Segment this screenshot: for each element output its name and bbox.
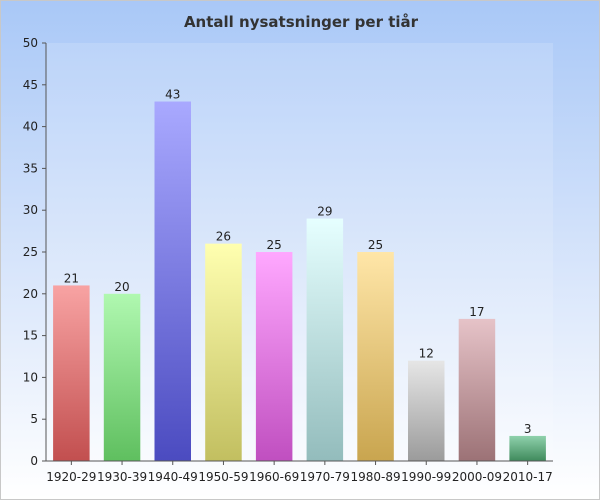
y-tick-label-50: 50 bbox=[23, 36, 38, 50]
bar-1990-99 bbox=[407, 360, 445, 461]
data-label-1920-29: 21 bbox=[64, 271, 79, 285]
y-axis: 0 5 10 15 20 25 30 35 40 45 50 bbox=[23, 36, 47, 468]
x-tick-label-1930-39: 1930-39 bbox=[97, 470, 147, 484]
bar-1920-29 bbox=[53, 285, 90, 461]
y-tick-label-30: 30 bbox=[23, 203, 38, 217]
x-tick-label-2010-17: 2010-17 bbox=[503, 470, 553, 484]
x-axis: 1920-29 1930-39 1940-49 1950-59 1960-69 1970-… bbox=[46, 460, 553, 484]
data-label-1930-39: 20 bbox=[114, 280, 129, 294]
bar-1960-69 bbox=[255, 252, 293, 461]
bar-2000-09 bbox=[458, 318, 496, 461]
data-label-2010-17: 3 bbox=[524, 422, 532, 436]
value-labels-group: 21 20 43 26 25 29 25 12 17 3 bbox=[64, 88, 532, 436]
y-tick-label-35: 35 bbox=[23, 161, 38, 175]
y-tick-label-0: 0 bbox=[30, 454, 38, 468]
bar-1930-39 bbox=[103, 293, 141, 461]
bar-1980-89 bbox=[357, 252, 394, 461]
data-label-1940-49: 43 bbox=[165, 88, 180, 102]
y-tick-label-20: 20 bbox=[23, 287, 38, 301]
y-tick-label-10: 10 bbox=[23, 370, 38, 384]
x-tick-label-1970-79: 1970-79 bbox=[300, 470, 350, 484]
data-label-1980-89: 25 bbox=[368, 238, 383, 252]
y-tick-label-15: 15 bbox=[23, 329, 38, 343]
data-label-1960-69: 25 bbox=[267, 238, 282, 252]
data-label-1970-79: 29 bbox=[317, 205, 332, 219]
x-tick-label-2000-09: 2000-09 bbox=[452, 470, 502, 484]
x-tick-label-1950-59: 1950-59 bbox=[198, 470, 248, 484]
bar-2010-17 bbox=[509, 435, 546, 461]
bar-1970-79 bbox=[306, 218, 344, 461]
bars-group bbox=[46, 43, 553, 462]
data-label-1990-99: 12 bbox=[419, 347, 434, 361]
y-tick-label-25: 25 bbox=[23, 245, 38, 259]
x-tick-label-1980-89: 1980-89 bbox=[350, 470, 400, 484]
y-tick-label-45: 45 bbox=[23, 78, 38, 92]
bar-1950-59 bbox=[205, 243, 242, 461]
x-tick-label-1940-49: 1940-49 bbox=[148, 470, 198, 484]
x-tick-label-1990-99: 1990-99 bbox=[401, 470, 451, 484]
chart-title: Antall nysatsninger per tiår bbox=[184, 13, 419, 31]
bar-1940-49 bbox=[154, 101, 192, 462]
data-label-2000-09: 17 bbox=[469, 305, 484, 319]
x-tick-label-1960-69: 1960-69 bbox=[249, 470, 299, 484]
y-tick-label-40: 40 bbox=[23, 120, 38, 134]
x-tick-label-1920-29: 1920-29 bbox=[46, 470, 96, 484]
data-label-1950-59: 26 bbox=[216, 230, 231, 244]
y-tick-label-5: 5 bbox=[30, 412, 38, 426]
